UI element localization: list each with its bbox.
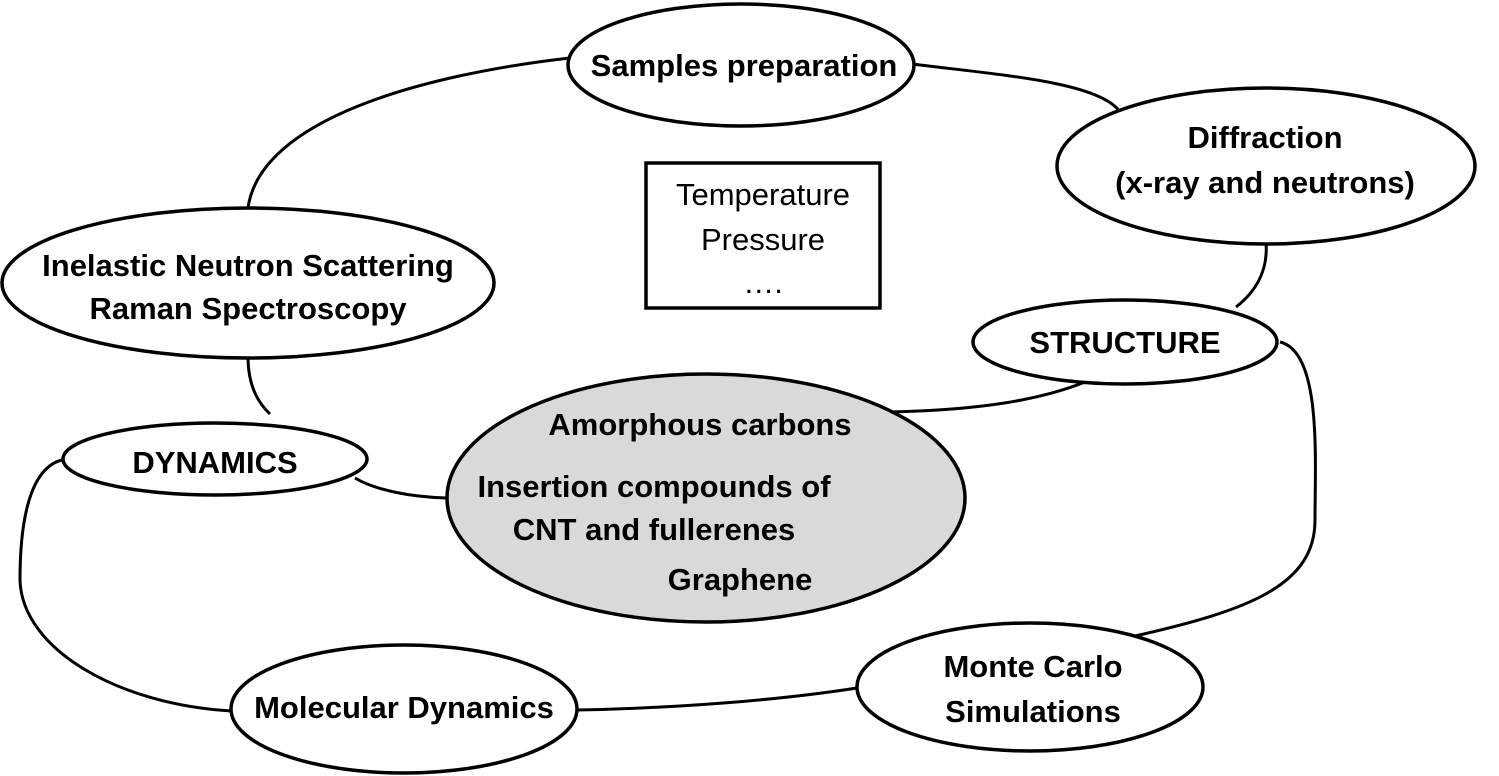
structure-ellipse: [971, 298, 1279, 386]
edge-samples-to-inelastic: [246, 56, 571, 209]
molecular-dynamics-label: Molecular Dynamics: [254, 690, 554, 725]
edge-inelastic-to-dynamics: [246, 356, 272, 416]
dynamics-node: DYNAMICS: [61, 421, 369, 497]
monte-carlo-ellipse: [855, 621, 1205, 753]
samples-preparation-node: Samples preparation: [566, 2, 916, 128]
materials-label-insertion: Insertion compounds of: [477, 469, 831, 504]
samples-preparation-ellipse: [566, 2, 916, 128]
inelastic-scattering-ellipse: [0, 206, 496, 360]
conditions-box: Temperature Pressure ….: [644, 161, 882, 310]
molecular-dynamics-node: Molecular Dynamics: [229, 643, 579, 775]
inelastic-label-line1: Inelastic Neutron Scattering: [42, 248, 454, 283]
dynamics-ellipse: [61, 421, 369, 497]
molecular-dynamics-ellipse: [229, 643, 579, 775]
conditions-label-temperature: Temperature: [676, 177, 850, 212]
edge-structure-to-materials: [889, 380, 1086, 414]
edges: [18, 56, 1317, 713]
edge-dynamics-to-molecular: [18, 458, 233, 713]
materials-label-amorphous: Amorphous carbons: [548, 407, 851, 442]
materials-label-cnt: CNT and fullerenes: [513, 512, 796, 547]
monte-carlo-node: Monte Carlo Simulations: [855, 621, 1205, 753]
monte-carlo-label-line2: Simulations: [945, 694, 1121, 729]
diffraction-label-line1: Diffraction: [1188, 120, 1343, 155]
materials-node: Amorphous carbons Insertion compounds of…: [445, 372, 967, 624]
diffraction-node: Diffraction (x-ray and neutrons): [1055, 86, 1477, 246]
samples-preparation-label: Samples preparation: [591, 48, 898, 83]
edge-dynamics-to-materials: [354, 476, 448, 500]
structure-label: STRUCTURE: [1029, 325, 1220, 360]
materials-label-graphene: Graphene: [668, 562, 813, 597]
conditions-box-frame: [644, 161, 882, 310]
edge-molecular-to-montecarlo: [576, 686, 858, 712]
dynamics-label: DYNAMICS: [132, 445, 297, 480]
diffraction-ellipse: [1055, 86, 1477, 246]
edge-samples-to-diffraction: [911, 62, 1122, 113]
conditions-label-pressure: Pressure: [701, 222, 825, 257]
edge-diffraction-to-structure: [1235, 242, 1268, 309]
monte-carlo-label-line1: Monte Carlo: [943, 649, 1122, 684]
inelastic-label-line2: Raman Spectroscopy: [90, 291, 408, 326]
diffraction-label-line2: (x-ray and neutrons): [1115, 165, 1415, 200]
structure-node: STRUCTURE: [971, 298, 1279, 386]
conditions-label-ellipsis: ….: [743, 265, 783, 300]
materials-ellipse: [445, 372, 967, 624]
inelastic-scattering-node: Inelastic Neutron Scattering Raman Spect…: [0, 206, 496, 360]
edge-structure-to-montecarlo: [1134, 340, 1317, 638]
